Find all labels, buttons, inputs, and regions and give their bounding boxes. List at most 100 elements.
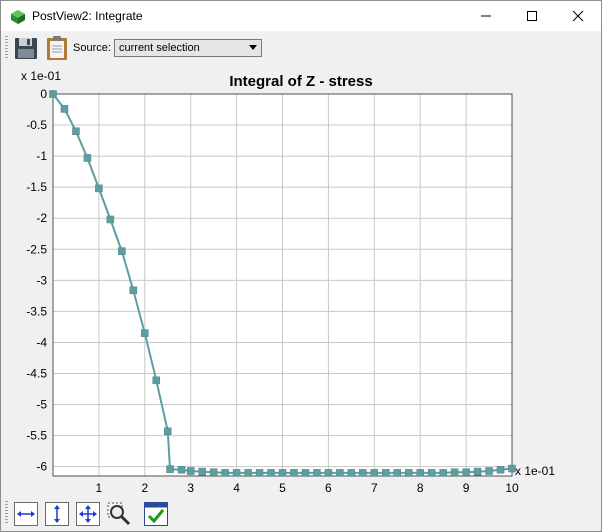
window-title: PostView2: Integrate	[32, 9, 143, 23]
chart-title: Integral of Z - stress	[229, 73, 372, 90]
data-point	[166, 465, 174, 473]
toolbar-grip[interactable]	[5, 36, 8, 60]
minimize-button[interactable]	[463, 1, 509, 31]
data-point	[416, 469, 424, 477]
data-point	[83, 154, 92, 162]
data-point	[359, 469, 367, 477]
data-point	[301, 469, 310, 477]
x-tick-label: 6	[325, 481, 332, 495]
data-point	[382, 469, 390, 477]
data-point	[427, 469, 436, 477]
floppy-disk-icon	[15, 38, 37, 59]
x-scale-label: x 1e-01	[515, 464, 555, 478]
data-point	[118, 247, 126, 255]
fit-all-button[interactable]	[75, 501, 101, 527]
y-tick-label: 0	[40, 87, 47, 101]
data-point	[347, 469, 356, 477]
series-markers	[49, 90, 516, 477]
fit-height-icon	[45, 502, 69, 526]
fit-all-icon	[76, 502, 100, 526]
y-tick-label: -1.5	[26, 180, 47, 194]
x-tick-label: 7	[371, 481, 378, 495]
maximize-icon	[527, 11, 537, 21]
y-tick-label: -3.5	[26, 304, 47, 318]
data-point	[290, 469, 298, 477]
y-axis-ticks: 0 -0.5 -1 -1.5 -2 -2.5 -3 -3.5 -4 -4.5 -5 -5.5 -6	[26, 87, 47, 474]
x-tick-label: 5	[279, 481, 286, 495]
x-tick-label: 9	[463, 481, 470, 495]
bottom-toolbar-grip[interactable]	[5, 501, 8, 525]
data-point	[95, 184, 103, 193]
data-point	[370, 469, 379, 477]
data-point	[186, 467, 195, 475]
y-tick-label: -6	[36, 460, 47, 474]
data-point	[485, 467, 493, 475]
y-tick-label: -2.5	[26, 242, 47, 256]
data-point	[439, 469, 447, 477]
minimize-icon	[481, 15, 491, 17]
copy-button[interactable]	[44, 35, 70, 61]
data-point	[255, 469, 264, 477]
app-logo-icon	[11, 10, 25, 24]
data-point	[404, 469, 413, 477]
close-icon	[572, 10, 584, 22]
integral-chart[interactable]: Integral of Z - stress x 1e-01 x 1e-01 0…	[1, 65, 601, 497]
apply-check-icon	[144, 502, 168, 526]
title-bar[interactable]: PostView2: Integrate	[1, 1, 601, 31]
source-select-value: current selection	[119, 42, 200, 54]
x-tick-label: 10	[505, 481, 519, 495]
data-point	[508, 464, 516, 473]
maximize-button[interactable]	[509, 1, 555, 31]
data-point	[450, 468, 459, 477]
x-tick-label: 2	[141, 481, 148, 495]
y-tick-label: -2	[36, 211, 47, 225]
bottom-toolbar	[1, 497, 601, 531]
y-tick-label: -5.5	[26, 429, 47, 443]
data-point	[313, 469, 321, 477]
data-point	[129, 286, 138, 295]
y-scale-label: x 1e-01	[21, 69, 61, 83]
y-tick-label: -5	[36, 398, 47, 412]
y-tick-label: -4.5	[26, 367, 47, 381]
data-point	[324, 469, 333, 477]
close-button[interactable]	[555, 1, 601, 31]
zoom-select-button[interactable]	[106, 501, 132, 527]
data-point	[267, 469, 275, 477]
y-tick-label: -1	[36, 149, 47, 163]
data-point	[198, 467, 206, 476]
source-label: Source:	[73, 42, 111, 54]
x-tick-label: 8	[417, 481, 424, 495]
data-point	[244, 469, 252, 477]
fit-width-icon	[14, 502, 38, 526]
data-point	[60, 105, 69, 113]
data-point	[141, 329, 149, 337]
y-tick-label: -0.5	[26, 118, 47, 132]
data-point	[278, 469, 287, 477]
y-tick-label: -4	[36, 335, 47, 349]
clipboard-icon	[47, 36, 67, 60]
top-toolbar	[1, 32, 601, 64]
data-point	[177, 466, 186, 474]
data-point	[221, 469, 229, 477]
apply-button[interactable]	[143, 501, 169, 527]
data-point	[462, 468, 470, 477]
data-point	[164, 427, 172, 436]
data-point	[473, 467, 482, 476]
data-point	[106, 215, 115, 224]
data-point	[232, 469, 241, 477]
x-tick-label: 3	[187, 481, 194, 495]
chevron-down-icon	[249, 45, 257, 50]
x-axis-ticks: 1 2 3 4 5 6 7 8 9 10	[96, 481, 519, 495]
fit-height-button[interactable]	[44, 501, 70, 527]
plot-area[interactable]: Integral of Z - stress x 1e-01 x 1e-01 0…	[1, 65, 601, 497]
data-point	[72, 127, 80, 136]
x-tick-label: 4	[233, 481, 240, 495]
data-point	[209, 468, 218, 477]
data-point	[393, 469, 401, 477]
save-button[interactable]	[13, 35, 39, 61]
data-point	[336, 469, 344, 477]
y-tick-label: -3	[36, 273, 47, 287]
source-select[interactable]: current selection	[114, 39, 262, 57]
fit-width-button[interactable]	[13, 501, 39, 527]
data-point	[152, 376, 161, 385]
